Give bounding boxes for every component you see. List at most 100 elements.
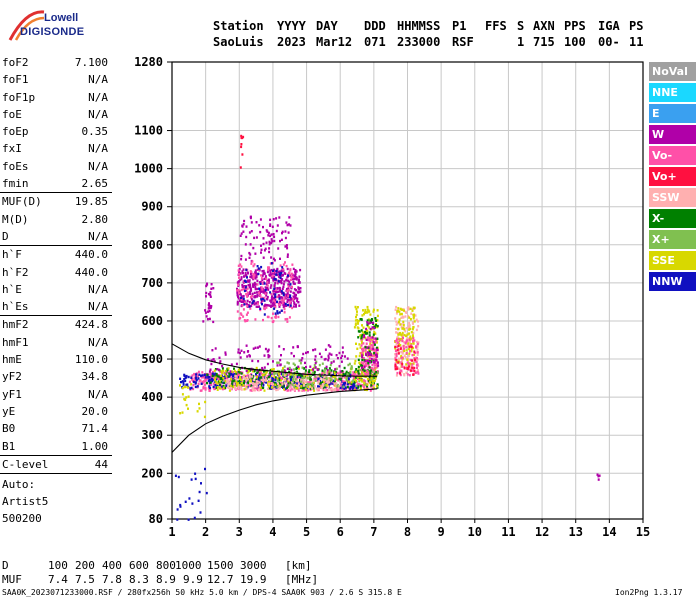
data-point	[296, 297, 299, 300]
data-point	[250, 378, 253, 381]
data-point	[279, 273, 282, 276]
data-point	[245, 225, 248, 228]
data-point	[368, 338, 371, 341]
data-point	[397, 352, 400, 355]
data-point	[354, 370, 357, 373]
data-point	[198, 379, 201, 383]
data-point	[213, 373, 216, 376]
data-point	[283, 303, 286, 306]
data-point	[313, 370, 316, 374]
data-point	[241, 304, 244, 307]
data-point	[266, 297, 269, 301]
data-point	[243, 319, 246, 322]
data-point	[359, 378, 361, 382]
data-point	[322, 383, 325, 386]
data-point	[280, 301, 283, 304]
data-point	[270, 273, 273, 276]
data-point	[269, 270, 272, 273]
data-point	[327, 385, 330, 388]
param-row: B0 71.4	[0, 420, 112, 437]
param-label: h`Es	[2, 300, 29, 314]
data-point	[208, 389, 211, 392]
data-point	[368, 357, 371, 360]
data-point	[367, 379, 370, 382]
data-point	[353, 385, 356, 388]
data-point	[252, 285, 255, 288]
data-point	[200, 389, 203, 392]
data-point	[361, 371, 364, 375]
data-point	[283, 370, 286, 374]
data-point	[246, 386, 249, 389]
data-point	[267, 279, 270, 283]
data-point	[361, 368, 364, 371]
data-point	[410, 364, 413, 367]
data-point	[360, 318, 363, 321]
data-point	[277, 315, 280, 319]
data-point	[286, 298, 289, 301]
data-point	[362, 362, 365, 365]
data-point	[275, 314, 277, 317]
data-point	[226, 375, 229, 378]
data-point	[297, 287, 300, 290]
data-point	[369, 327, 372, 331]
data-point	[396, 338, 398, 341]
data-point	[240, 376, 243, 380]
data-point	[366, 346, 369, 349]
data-point	[272, 320, 275, 323]
data-point	[207, 307, 210, 310]
data-point	[246, 305, 249, 308]
data-point	[281, 268, 284, 271]
data-point	[289, 304, 292, 307]
data-point	[211, 373, 214, 376]
data-point	[264, 290, 266, 293]
y-tick-label: 700	[141, 276, 163, 290]
data-point	[296, 380, 299, 383]
data-point	[248, 376, 251, 379]
data-point	[304, 371, 307, 375]
data-point	[256, 295, 259, 298]
data-point	[257, 371, 260, 374]
data-point	[248, 284, 251, 287]
data-point	[267, 268, 269, 272]
data-point	[341, 354, 344, 358]
data-point	[365, 332, 367, 335]
data-point	[256, 305, 259, 308]
data-point	[250, 388, 253, 392]
data-point	[310, 384, 313, 387]
data-point	[370, 337, 373, 340]
data-point	[295, 377, 298, 381]
data-point	[214, 376, 217, 379]
data-point	[249, 272, 252, 276]
data-point	[277, 280, 280, 283]
data-point	[406, 368, 409, 371]
data-point	[371, 377, 374, 380]
data-point	[328, 372, 331, 375]
data-point	[177, 475, 180, 479]
data-point	[340, 380, 343, 383]
data-point	[295, 270, 298, 273]
data-point	[358, 375, 361, 378]
data-point	[405, 311, 408, 314]
data-point	[292, 375, 295, 378]
data-point	[395, 342, 398, 346]
data-point	[313, 379, 316, 382]
data-point	[364, 388, 366, 391]
data-point	[263, 249, 266, 252]
x-tick-label: 3	[236, 525, 243, 539]
data-point	[361, 314, 364, 317]
data-point	[412, 317, 415, 320]
data-point	[255, 236, 258, 239]
data-point	[255, 221, 258, 224]
data-point	[370, 347, 373, 350]
data-point	[374, 324, 377, 327]
data-point	[283, 272, 286, 275]
data-point	[261, 368, 264, 371]
data-point	[368, 366, 371, 369]
data-point	[215, 381, 218, 384]
data-point	[322, 376, 325, 379]
data-point	[306, 374, 309, 377]
data-point	[261, 377, 264, 381]
data-point	[204, 379, 207, 382]
data-point	[219, 360, 222, 363]
data-point	[373, 325, 376, 329]
